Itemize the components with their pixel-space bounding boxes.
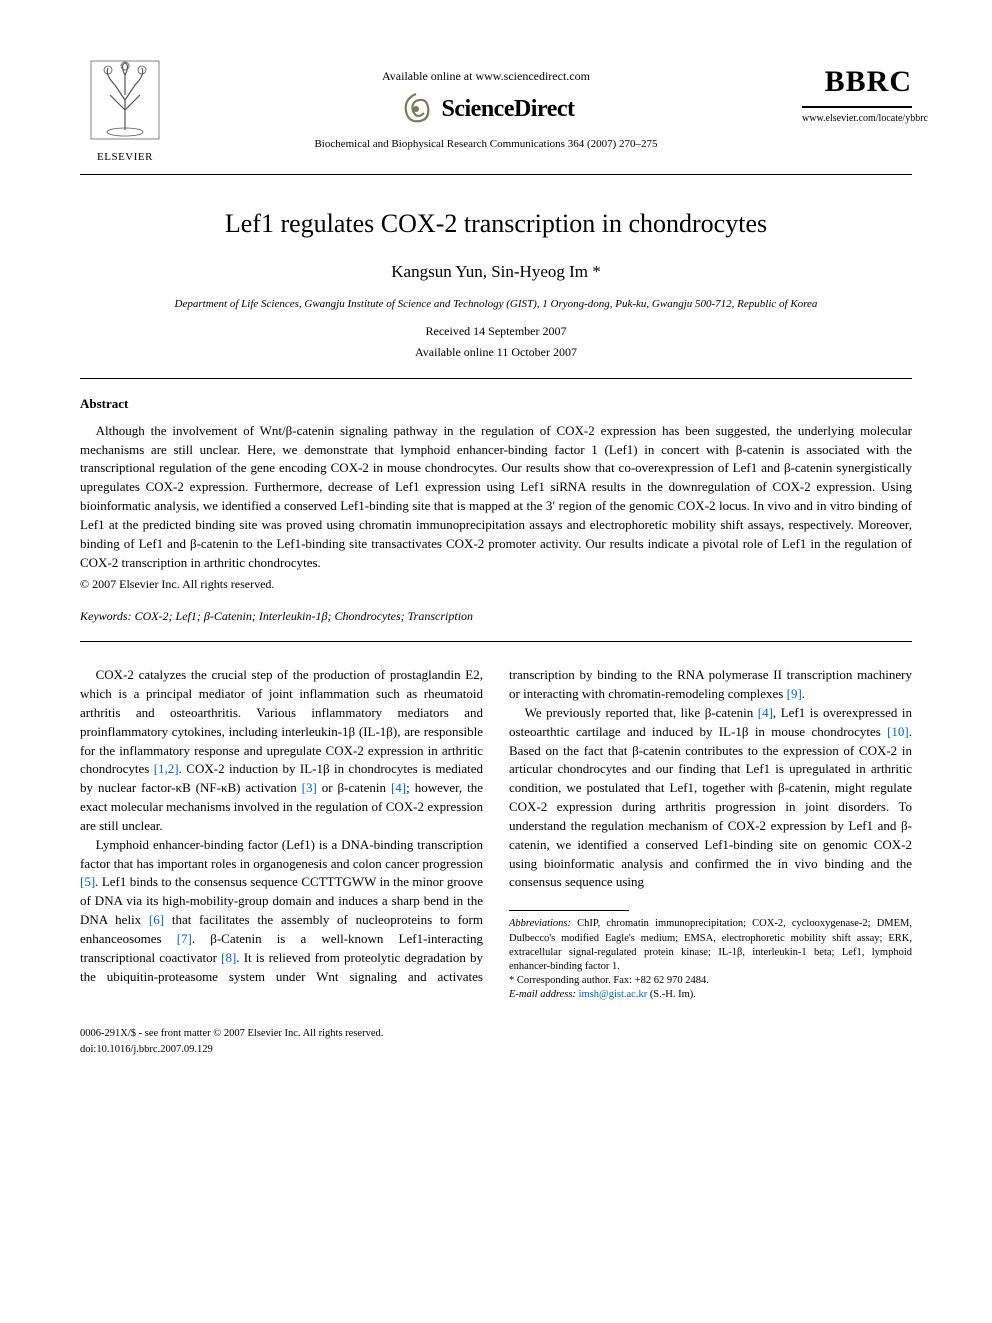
email-footnote: E-mail address: imsh@gist.ac.kr (S.-H. I… xyxy=(509,988,912,1002)
keywords-text: COX-2; Lef1; β-Catenin; Interleukin-1β; … xyxy=(132,609,473,623)
abstract-bottom-rule xyxy=(80,641,912,642)
ref-link[interactable]: [10] xyxy=(887,724,909,739)
header-center: Available online at www.sciencedirect.co… xyxy=(170,60,802,153)
abstract-body: Although the involvement of Wnt/β-cateni… xyxy=(80,422,912,573)
journal-reference: Biochemical and Biophysical Research Com… xyxy=(170,137,802,153)
ref-link[interactable]: [9] xyxy=(787,686,802,701)
authors: Kangsun Yun, Sin-Hyeog Im * xyxy=(80,260,912,285)
bbrc-url: www.elsevier.com/locate/ybbrc xyxy=(802,112,912,127)
body-p3: We previously reported that, like β-cate… xyxy=(509,704,912,892)
abstract-top-rule xyxy=(80,378,912,379)
bbrc-block: BBRC www.elsevier.com/locate/ybbrc xyxy=(802,60,912,126)
available-date: Available online 11 October 2007 xyxy=(80,344,912,361)
page-footer: 0006-291X/$ - see front matter © 2007 El… xyxy=(80,1026,912,1056)
body-columns: COX-2 catalyzes the crucial step of the … xyxy=(80,666,912,1002)
doi: doi:10.1016/j.bbrc.2007.09.129 xyxy=(80,1042,383,1057)
elsevier-logo-block: ELSEVIER xyxy=(80,60,170,166)
abstract-heading: Abstract xyxy=(80,395,912,414)
ref-link[interactable]: [7] xyxy=(177,931,192,946)
ref-link[interactable]: [1,2] xyxy=(154,761,179,776)
sciencedirect-icon xyxy=(398,91,434,127)
email-suffix: (S.-H. Im). xyxy=(647,989,696,1000)
keywords-line: Keywords: COX-2; Lef1; β-Catenin; Interl… xyxy=(80,608,912,625)
received-date: Received 14 September 2007 xyxy=(80,323,912,340)
email-label: E-mail address: xyxy=(509,989,576,1000)
abstract-text: Although the involvement of Wnt/β-cateni… xyxy=(80,423,912,570)
ref-link[interactable]: [4] xyxy=(758,705,773,720)
ref-link[interactable]: [4] xyxy=(391,780,406,795)
footnote-separator xyxy=(509,910,629,911)
affiliation: Department of Life Sciences, Gwangju Ins… xyxy=(80,297,912,313)
sciencedirect-label: ScienceDirect xyxy=(442,92,575,127)
available-online-text: Available online at www.sciencedirect.co… xyxy=(170,68,802,85)
article-title: Lef1 regulates COX-2 transcription in ch… xyxy=(80,205,912,243)
ref-link[interactable]: [6] xyxy=(149,912,164,927)
bbrc-label: BBRC xyxy=(802,60,912,108)
body-p1: COX-2 catalyzes the crucial step of the … xyxy=(80,666,483,836)
ref-link[interactable]: [5] xyxy=(80,874,95,889)
header-rule xyxy=(80,174,912,175)
abbr-label: Abbreviations: xyxy=(509,918,571,929)
elsevier-label: ELSEVIER xyxy=(80,150,170,166)
abbreviations-footnote: Abbreviations: ChIP, chromatin immunopre… xyxy=(509,917,912,974)
corresponding-author-footnote: * Corresponding author. Fax: +82 62 970 … xyxy=(509,974,912,988)
front-matter: 0006-291X/$ - see front matter © 2007 El… xyxy=(80,1026,383,1041)
email-link[interactable]: imsh@gist.ac.kr xyxy=(576,989,647,1000)
elsevier-tree-icon xyxy=(90,60,160,140)
sciencedirect-row: ScienceDirect xyxy=(170,91,802,127)
footer-left: 0006-291X/$ - see front matter © 2007 El… xyxy=(80,1026,383,1056)
ref-link[interactable]: [3] xyxy=(302,780,317,795)
keywords-label: Keywords: xyxy=(80,609,132,623)
ref-link[interactable]: [8] xyxy=(221,950,236,965)
page-header: ELSEVIER Available online at www.science… xyxy=(80,60,912,166)
copyright-line: © 2007 Elsevier Inc. All rights reserved… xyxy=(80,576,912,593)
